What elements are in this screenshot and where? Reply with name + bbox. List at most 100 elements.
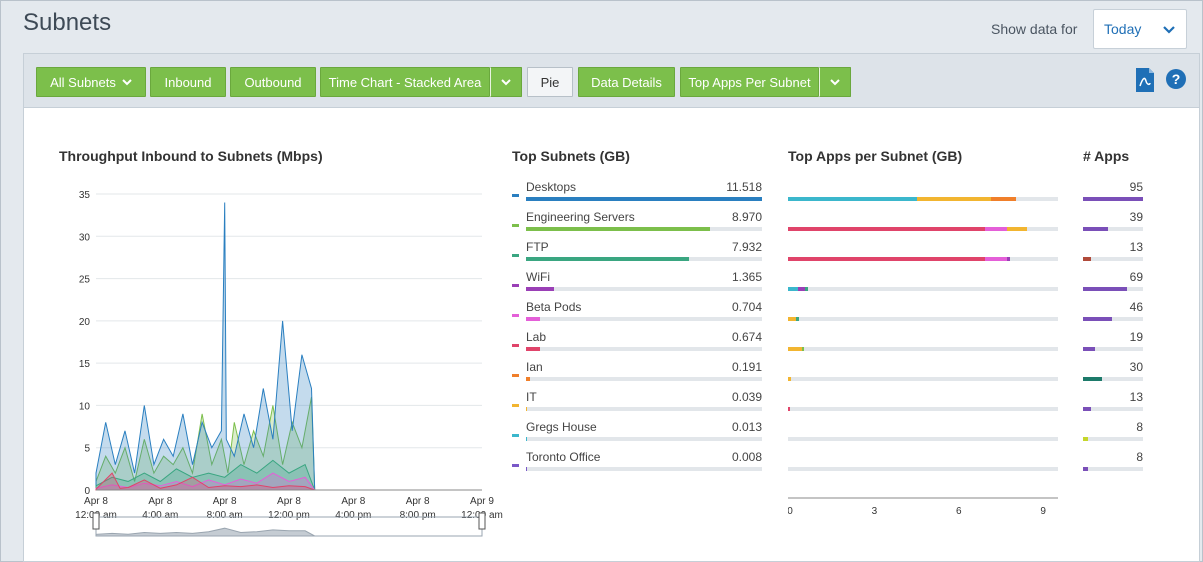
app-count-track [1083, 287, 1143, 291]
subnet-bar [526, 467, 528, 471]
app-count-row: 39 [1083, 210, 1143, 240]
app-count-bar [1083, 227, 1108, 231]
app-count-value: 13 [1129, 390, 1143, 404]
x-tick-label: 3 [872, 506, 878, 517]
series-color-swatch [512, 464, 519, 467]
series-area-0 [95, 396, 316, 491]
all-subnets-dropdown[interactable]: All Subnets [36, 67, 146, 97]
outbound-button[interactable]: Outbound [230, 67, 316, 97]
top-subnets-title: Top Subnets (GB) [512, 148, 630, 164]
svg-text:?: ? [1172, 71, 1181, 87]
subnet-row[interactable]: Ian 0.191 [512, 360, 762, 390]
subnet-bar-track [526, 287, 762, 291]
subnet-bar-track [526, 197, 762, 201]
app-count-bar [1083, 287, 1127, 291]
app-segment [802, 347, 804, 351]
chart-type-dropdown-toggle[interactable] [490, 67, 522, 97]
series-color-swatch [512, 374, 519, 377]
top-apps-label: Top Apps Per Subnet [688, 74, 811, 90]
toolbar: All Subnets Inbound Outbound Time Chart … [23, 53, 1200, 108]
top-apps-dropdown-toggle[interactable] [819, 67, 851, 97]
app-count-row: 8 [1083, 450, 1143, 480]
app-count-value: 39 [1129, 210, 1143, 224]
top-apps-bar-track[interactable] [788, 227, 1058, 231]
subnet-value: 0.191 [731, 360, 762, 374]
subnet-bar-track [526, 467, 762, 471]
subnet-value: 0.008 [731, 450, 762, 464]
app-count-row: 13 [1083, 240, 1143, 270]
series-area-2 [95, 459, 316, 491]
top-apps-bar-track[interactable] [788, 467, 1058, 471]
y-tick-label: 30 [79, 232, 91, 243]
top-apps-bar-track[interactable] [788, 407, 1058, 411]
subnet-bar [526, 377, 530, 381]
top-apps-bar-track[interactable] [788, 347, 1058, 351]
top-apps-bar-track[interactable] [788, 287, 1058, 291]
help-icon[interactable]: ? [1166, 69, 1186, 89]
top-apps-bar-track[interactable] [788, 317, 1058, 321]
subnet-name: Engineering Servers [526, 210, 635, 224]
y-tick-label: 0 [84, 486, 90, 497]
subnet-row[interactable]: FTP 7.932 [512, 240, 762, 270]
inbound-button[interactable]: Inbound [150, 67, 226, 97]
top-apps-bar-track[interactable] [788, 377, 1058, 381]
top-apps-axis: 0 3 6 9 [788, 497, 1058, 517]
date-range-select[interactable]: Today [1093, 9, 1187, 49]
subnet-name: Lab [526, 330, 547, 344]
chevron-down-icon [1163, 26, 1175, 34]
subnet-value: 7.932 [731, 240, 762, 254]
top-apps-bar-track[interactable] [788, 197, 1058, 201]
throughput-title: Throughput Inbound to Subnets (Mbps) [59, 148, 323, 164]
pdf-export-icon[interactable] [1135, 67, 1155, 93]
subnet-row[interactable]: WiFi 1.365 [512, 270, 762, 300]
app-segment [796, 317, 800, 321]
subnet-bar [526, 407, 528, 411]
range-handle-right[interactable] [478, 512, 486, 530]
app-count-value: 8 [1136, 450, 1143, 464]
inbound-label: Inbound [164, 74, 212, 90]
subnet-row[interactable]: Desktops 11.518 [512, 180, 762, 210]
chart-type-button[interactable]: Time Chart - Stacked Area [320, 67, 490, 97]
app-segment [984, 227, 1008, 231]
x-tick-label: 8:00 am [207, 510, 243, 521]
subnet-row[interactable]: Beta Pods 0.704 [512, 300, 762, 330]
range-handle-left[interactable] [92, 512, 100, 530]
subnet-row[interactable]: Lab 0.674 [512, 330, 762, 360]
subnet-bar-track [526, 317, 762, 321]
subnet-name: Toronto Office [526, 450, 601, 464]
app-count-bar [1083, 467, 1089, 471]
x-tick-label: Apr 8 [213, 496, 237, 507]
series-color-swatch [512, 284, 519, 287]
app-segment [788, 347, 803, 351]
data-details-button[interactable]: Data Details [578, 67, 675, 97]
app-count-row: 69 [1083, 270, 1143, 300]
x-tick-label: 9 [1040, 506, 1046, 517]
subnet-row[interactable]: Toronto Office 0.008 [512, 450, 762, 480]
app-count-track [1083, 317, 1143, 321]
subnet-bar-track [526, 257, 762, 261]
top-apps-bar-track[interactable] [788, 437, 1058, 441]
top-apps-per-subnet-button[interactable]: Top Apps Per Subnet [680, 67, 819, 97]
x-tick-label: 0 [788, 506, 793, 517]
app-count-bar [1083, 347, 1095, 351]
subnet-value: 0.013 [731, 420, 762, 434]
app-count-row: 30 [1083, 360, 1143, 390]
y-tick-label: 20 [79, 317, 91, 328]
app-segment [788, 197, 918, 201]
subnet-bar [526, 347, 540, 351]
chevron-down-icon [122, 79, 132, 86]
y-tick-label: 35 [79, 190, 91, 201]
x-tick-label: Apr 8 [277, 496, 301, 507]
y-tick-label: 5 [84, 444, 90, 455]
subnet-row[interactable]: Engineering Servers 8.970 [512, 210, 762, 240]
series-color-swatch [512, 224, 519, 227]
app-segment [797, 287, 805, 291]
app-segment [788, 407, 790, 411]
top-apps-bar-track[interactable] [788, 257, 1058, 261]
subnet-row[interactable]: Gregs House 0.013 [512, 420, 762, 450]
subnet-row[interactable]: IT 0.039 [512, 390, 762, 420]
y-tick-label: 15 [79, 359, 91, 370]
pie-button[interactable]: Pie [527, 67, 573, 97]
subnet-bar [526, 257, 689, 261]
